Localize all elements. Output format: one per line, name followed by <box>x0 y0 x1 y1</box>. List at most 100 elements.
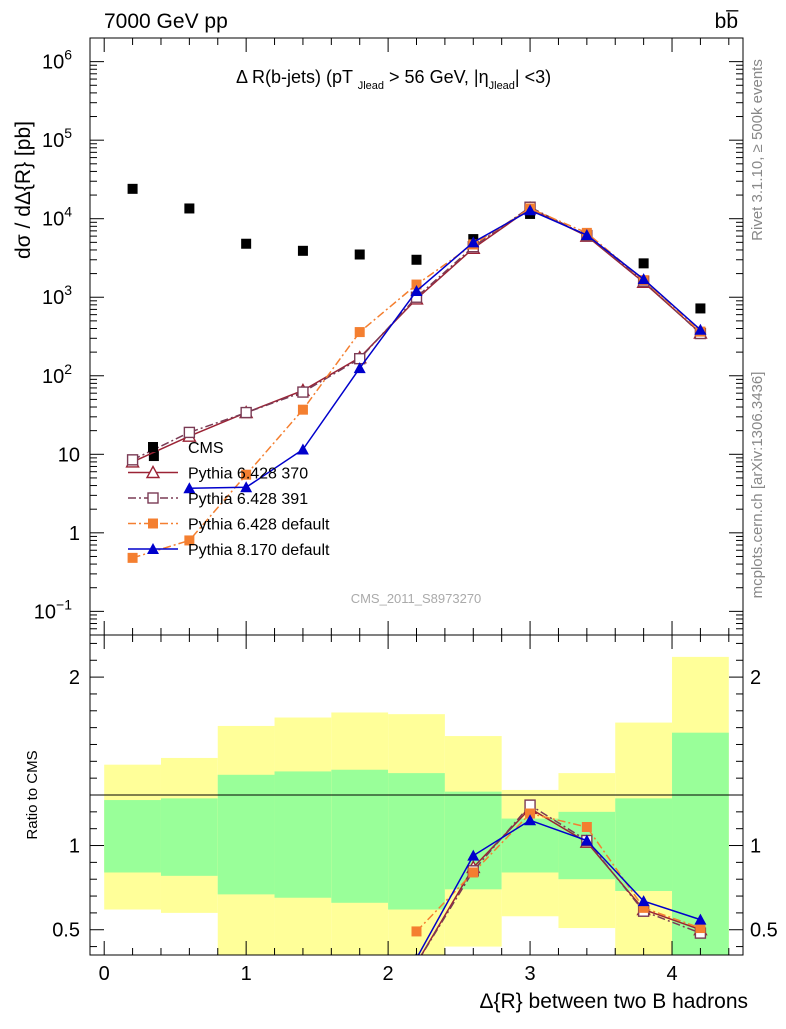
main-y-axis-label: dσ / dΔ{R} [pb] <box>12 121 35 259</box>
legend-marker <box>147 543 159 554</box>
main-data-point <box>184 203 195 214</box>
x-tick-label: 1 <box>241 963 252 985</box>
main-y-tick-label: 105 <box>42 125 72 152</box>
legend-marker <box>145 465 161 479</box>
main-title: Δ R(b-jets) (pT Jlead > 56 GeV, |ηJlead|… <box>236 67 551 92</box>
ratio-inner-band <box>388 773 445 910</box>
ratio-y-tick-label-right: 2 <box>750 667 761 689</box>
ratio-inner-band <box>274 771 332 898</box>
main-data-point <box>354 327 365 338</box>
main-data-point <box>297 404 308 415</box>
ratio-y-tick-label-left: 0.5 <box>52 920 80 942</box>
ratio-data-point <box>412 958 422 968</box>
main-y-tick-label: 104 <box>42 204 72 231</box>
ratio-y-tick-label-left: 1 <box>69 836 80 858</box>
ratio-data-point <box>468 867 479 878</box>
legend-label: Pythia 6.428 default <box>188 517 330 534</box>
ratio-data-point <box>411 926 422 937</box>
ratio-y-tick-label-left: 2 <box>69 667 80 689</box>
ratio-data-point <box>467 849 480 861</box>
header-right-label: bb̅ <box>715 10 740 33</box>
main-data-point <box>354 249 365 260</box>
ratio-series-line <box>415 812 701 932</box>
header-left-label: 7000 GeV pp <box>104 10 228 33</box>
legend-marker <box>147 492 159 504</box>
main-data-point <box>637 273 650 285</box>
ratio-bands <box>104 656 729 955</box>
main-series-line <box>132 206 701 461</box>
main-data-point <box>524 204 537 216</box>
x-tick-label: 2 <box>383 963 394 985</box>
main-data-point <box>410 285 423 297</box>
main-data-point <box>353 362 366 374</box>
ratio-series-line <box>417 819 701 955</box>
ratio-series-layer <box>411 799 708 968</box>
main-data-point <box>694 323 707 335</box>
main-data-point <box>580 229 593 241</box>
ratio-data-point <box>525 808 536 819</box>
ratio-data-point <box>695 923 706 934</box>
ratio-y-axis-label: Ratio to CMS <box>24 750 41 839</box>
main-y-tick-label: 102 <box>42 361 72 388</box>
main-y-tick-label: 10 <box>58 444 80 466</box>
main-data-point <box>184 535 195 546</box>
ratio-inner-band <box>104 800 161 873</box>
main-y-tick-label: 1 <box>69 523 80 545</box>
main-data-point <box>126 454 139 466</box>
main-data-point <box>638 258 649 269</box>
main-data-point <box>411 254 422 265</box>
main-watermark: CMS_2011_S8973270 <box>351 591 482 606</box>
ratio-inner-band <box>615 798 673 891</box>
x-tick-label: 0 <box>99 963 110 985</box>
ratio-inner-band <box>217 774 275 895</box>
side-label-bottom: mcplots.cern.ch [arXiv:1306.3436] <box>749 372 766 599</box>
ratio-data-point <box>411 957 423 968</box>
main-data-point <box>183 482 196 494</box>
main-data-point <box>411 279 422 290</box>
main-data-point <box>127 552 138 563</box>
ratio-data-point <box>638 902 649 913</box>
main-data-point <box>240 481 253 493</box>
side-label-top: Rivet 3.1.10, ≥ 500k events <box>749 59 766 241</box>
ratio-inner-band <box>331 769 389 903</box>
ratio-y-tick-label-right: 0.5 <box>750 920 778 942</box>
x-axis-label: Δ{R} between two B hadrons <box>479 990 748 1013</box>
legend-marker <box>148 442 158 452</box>
main-data-point <box>296 443 309 455</box>
ratio-y-tick-label-right: 1 <box>750 836 761 858</box>
main-data-point <box>183 426 196 439</box>
legend-label: Pythia 8.170 default <box>188 542 330 559</box>
ratio-data-point <box>637 895 650 907</box>
ratio-panel: 0.5 0.5 1 1 2 2 0 1 2 3 4 <box>52 634 778 985</box>
legend-label: Pythia 6.428 391 <box>188 491 308 508</box>
main-data-point <box>241 238 252 249</box>
main-data-point <box>467 236 480 248</box>
main-data-point <box>241 469 252 480</box>
ratio-data-point <box>694 913 707 925</box>
x-tick-label: 3 <box>525 963 536 985</box>
x-tick-label: 4 <box>666 963 677 985</box>
main-data-point <box>695 303 706 314</box>
legend-label: CMS <box>188 440 224 457</box>
ratio-series-line <box>420 804 701 955</box>
ratio-inner-band <box>160 798 218 876</box>
ratio-series-line <box>420 807 701 955</box>
main-series-line <box>189 209 701 489</box>
main-data-point <box>297 386 309 398</box>
main-y-tick-label: 10−1 <box>34 596 72 623</box>
main-y-tick-label: 103 <box>42 282 72 309</box>
main-series-line <box>132 207 701 463</box>
main-data-point <box>240 406 252 419</box>
main-data-point <box>297 245 308 256</box>
ratio-data-point <box>581 822 592 832</box>
main-y-tick-label: 106 <box>42 47 72 74</box>
ratio-data-point <box>580 834 593 846</box>
legend-marker <box>148 518 158 529</box>
ratio-axis-ticks: 0.5 0.5 1 1 2 2 0 1 2 3 4 <box>52 635 778 985</box>
main-series-layer <box>125 183 708 563</box>
main-data-point <box>148 451 159 462</box>
main-data-point <box>127 183 138 194</box>
